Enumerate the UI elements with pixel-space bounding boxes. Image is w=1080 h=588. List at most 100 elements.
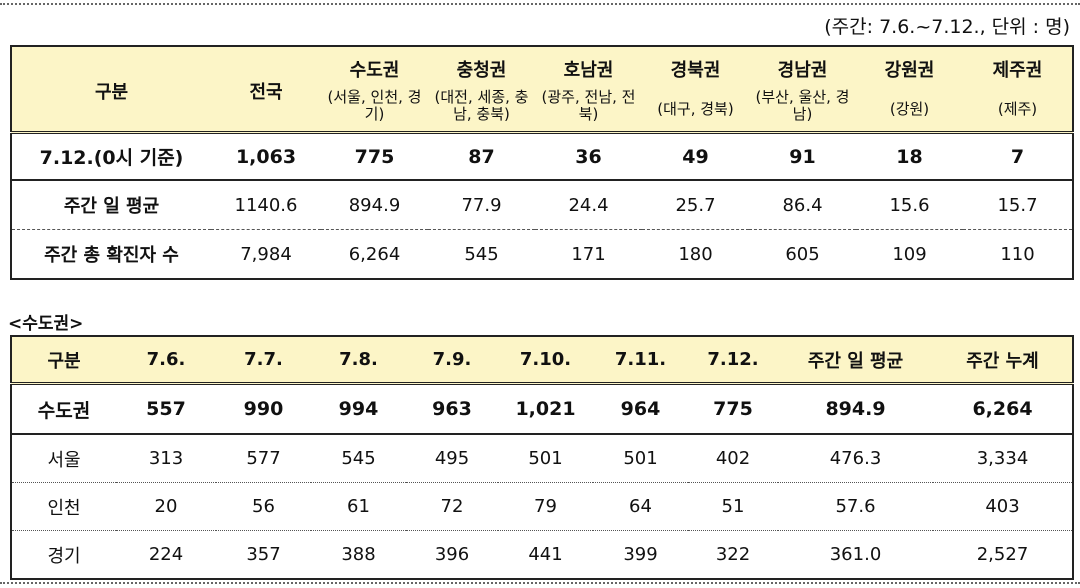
cell: 322 <box>715 544 751 565</box>
header-national: 전국 <box>211 46 321 134</box>
header-region-name: 경북권 <box>642 46 749 87</box>
cell: 396 <box>434 544 470 565</box>
cell: 171 <box>571 243 606 265</box>
header-category: 구분 <box>11 46 211 134</box>
cell: 357 <box>246 544 281 565</box>
cell: 6,264 <box>933 383 1073 435</box>
header-region-name: 강원권 <box>856 46 963 87</box>
cell: 51 <box>688 482 778 531</box>
column-header: 7.9. <box>406 336 498 385</box>
cell: 20 <box>116 482 216 531</box>
cell: 3,334 <box>933 434 1073 483</box>
bottom-dotted-divider <box>0 582 1080 584</box>
cell: 894.9 <box>778 383 933 435</box>
cell: 501 <box>593 434 688 483</box>
cell: 545 <box>311 434 406 483</box>
cell: 110 <box>1000 243 1035 265</box>
cell: 77.9 <box>428 180 535 230</box>
header-region-name: 제주권 <box>963 46 1073 87</box>
cell: 605 <box>785 243 820 265</box>
column-header: 7.8. <box>311 336 406 385</box>
column-header: 7.12. <box>688 336 778 385</box>
header-region-name: 수도권 <box>321 46 428 87</box>
cell: 577 <box>216 434 311 483</box>
cell: 7,984 <box>240 243 292 265</box>
cell: 388 <box>341 544 376 565</box>
cell: 109 <box>892 243 927 265</box>
cell: 501 <box>498 434 593 483</box>
cell: 6,264 <box>348 243 401 265</box>
row-label: 서울 <box>11 434 116 483</box>
column-header: 7.7. <box>216 336 311 385</box>
column-header: 구분 <box>11 336 116 385</box>
table-row: 주간 일 평균 1140.6 894.9 77.9 24.4 25.7 86.4… <box>11 180 1073 230</box>
cell: 24.4 <box>535 180 642 230</box>
row-label: 7.12.(0시 기준) <box>11 132 211 181</box>
column-header: 주간 일 평균 <box>778 336 933 385</box>
cell: 86.4 <box>749 180 856 230</box>
weekly-confirmed-by-region-table: 구분 전국 수도권 충청권 호남권 경북권 경남권 강원권 제주권 (서울, 인… <box>10 45 1074 280</box>
cell: 313 <box>116 434 216 483</box>
cell: 402 <box>688 434 778 483</box>
cell: 25.7 <box>642 180 749 230</box>
column-header: 7.10. <box>498 336 593 385</box>
row-label: 경기 <box>47 545 81 567</box>
cell: 775 <box>688 383 778 435</box>
header-region-sub: (강원) <box>856 87 963 134</box>
row-label: 주간 일 평균 <box>11 180 211 230</box>
cell: 1,063 <box>211 132 321 181</box>
row-label: 인천 <box>11 482 116 531</box>
cell: 64 <box>593 482 688 531</box>
cell: 49 <box>642 132 749 181</box>
table-row: 주간 총 확진자 수 7,984 6,264 545 171 180 605 1… <box>11 230 1073 280</box>
cell: 87 <box>428 132 535 181</box>
cell: 990 <box>216 383 311 435</box>
cell: 1,021 <box>498 383 593 435</box>
section-title-capital-area: <수도권> <box>8 314 84 334</box>
header-region-sub: (서울, 인천, 경기) <box>321 87 428 134</box>
unit-note: (주간: 7.6.~7.12., 단위 : 명) <box>824 16 1070 38</box>
cell: 545 <box>464 243 499 265</box>
cell: 495 <box>406 434 498 483</box>
header-region-name: 경남권 <box>749 46 856 87</box>
column-header: 7.6. <box>116 336 216 385</box>
row-label: 주간 총 확진자 수 <box>44 245 179 266</box>
cell: 57.6 <box>778 482 933 531</box>
table-row: 인천 20 56 61 72 79 64 51 57.6 403 <box>11 482 1073 531</box>
cell: 2,527 <box>976 544 1029 565</box>
table-header-row: 구분 7.6. 7.7. 7.8. 7.9. 7.10. 7.11. 7.12.… <box>11 336 1073 385</box>
cell: 775 <box>321 132 428 181</box>
cell: 180 <box>678 243 713 265</box>
cell: 994 <box>311 383 406 435</box>
cell: 403 <box>933 482 1073 531</box>
cell: 91 <box>749 132 856 181</box>
cell: 963 <box>406 383 498 435</box>
table-row: 수도권 557 990 994 963 1,021 964 775 894.9 … <box>11 383 1073 435</box>
cell: 964 <box>593 383 688 435</box>
header-region-name: 호남권 <box>535 46 642 87</box>
column-header: 주간 누계 <box>933 336 1073 385</box>
cell: 441 <box>528 544 563 565</box>
capital-area-daily-table: 구분 7.6. 7.7. 7.8. 7.9. 7.10. 7.11. 7.12.… <box>10 335 1074 580</box>
row-label: 수도권 <box>11 383 116 435</box>
cell: 61 <box>311 482 406 531</box>
cell: 79 <box>498 482 593 531</box>
cell: 36 <box>535 132 642 181</box>
header-region-sub: (광주, 전남, 전북) <box>535 87 642 134</box>
cell: 1140.6 <box>211 180 321 230</box>
cell: 72 <box>406 482 498 531</box>
table-row: 서울 313 577 545 495 501 501 402 476.3 3,3… <box>11 434 1073 483</box>
cell: 7 <box>963 132 1073 181</box>
table-row: 7.12.(0시 기준) 1,063 775 87 36 49 91 18 7 <box>11 132 1073 181</box>
header-region-name: 충청권 <box>428 46 535 87</box>
header-region-sub: (대구, 경북) <box>642 87 749 134</box>
cell: 361.0 <box>829 544 882 565</box>
header-region-sub: (부산, 울산, 경남) <box>749 87 856 134</box>
column-header: 7.11. <box>593 336 688 385</box>
cell: 894.9 <box>321 180 428 230</box>
cell: 224 <box>148 544 184 565</box>
header-region-sub: (대전, 세종, 충남, 충북) <box>428 87 535 134</box>
cell: 56 <box>216 482 311 531</box>
cell: 15.7 <box>963 180 1073 230</box>
top-dotted-divider <box>0 3 1080 5</box>
